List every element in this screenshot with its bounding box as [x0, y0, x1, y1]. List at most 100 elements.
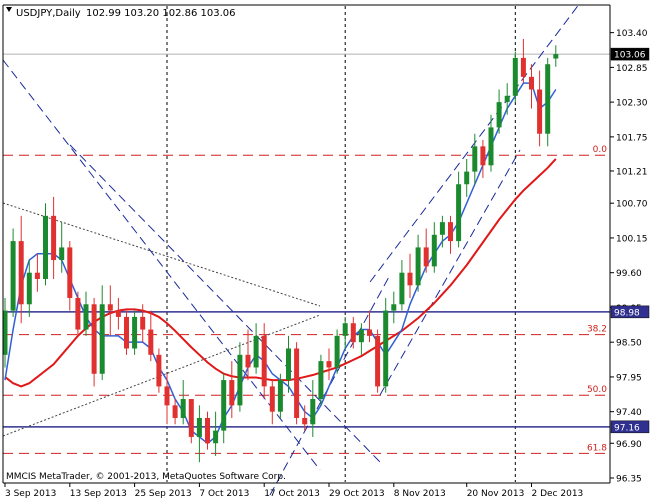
fan-line-upper[interactable] — [2, 202, 321, 307]
level-price-tag-box — [610, 420, 650, 434]
ohlc-caption: 102.99 103.20 102.86 103.06 — [86, 8, 236, 19]
bull-candle-body[interactable] — [334, 335, 340, 368]
trend-line-lower-channel[interactable] — [379, 149, 521, 396]
bear-candle-body[interactable] — [172, 405, 178, 418]
bull-candle-body[interactable] — [456, 184, 462, 242]
bull-candle-body[interactable] — [431, 234, 437, 267]
bull-candle-body[interactable] — [2, 310, 8, 355]
time-tick-label: 25 Sep 2013 — [135, 489, 192, 499]
bear-candle-body[interactable] — [480, 146, 486, 166]
bull-candle-body[interactable] — [286, 348, 291, 381]
bear-candle-body[interactable] — [375, 335, 381, 387]
bear-candle-body[interactable] — [302, 417, 308, 425]
bull-candle-body[interactable] — [488, 127, 494, 166]
caption-dropdown-icon[interactable] — [6, 7, 12, 12]
bear-candle-body[interactable] — [205, 417, 210, 444]
bear-candle-body[interactable] — [75, 297, 81, 330]
price-tick-label: 101.75 — [616, 133, 648, 143]
bull-candle-body[interactable] — [277, 380, 283, 412]
bull-candle-body[interactable] — [504, 95, 510, 103]
bull-candle-body[interactable] — [43, 215, 48, 280]
bear-candle-body[interactable] — [67, 247, 73, 298]
current-price-tag-box — [610, 47, 650, 61]
bear-candle-body[interactable] — [520, 57, 526, 77]
bull-candle-body[interactable] — [318, 361, 324, 400]
bear-candle-body[interactable] — [148, 329, 154, 355]
bull-candle-body[interactable] — [221, 380, 227, 431]
bull-candle-body[interactable] — [196, 417, 202, 437]
bull-candle-body[interactable] — [512, 57, 518, 96]
price-tick-label: 96.35 — [616, 475, 642, 485]
fibonacci-level-label: 50.0 — [587, 385, 607, 395]
bull-candle-body[interactable] — [99, 304, 105, 374]
bull-candle-body[interactable] — [213, 430, 219, 444]
fan-line-lower[interactable] — [2, 314, 321, 437]
bear-candle-body[interactable] — [156, 354, 162, 387]
bull-candle-body[interactable] — [358, 329, 364, 343]
current-price-tag-text: 103.06 — [614, 51, 646, 61]
level-price-tag-text: 98.98 — [614, 308, 640, 318]
bull-candle-body[interactable] — [237, 354, 243, 406]
bear-candle-body[interactable] — [229, 380, 235, 406]
fibonacci-level-label: 0.0 — [593, 145, 608, 155]
price-tick-label: 102.85 — [616, 64, 648, 74]
bear-candle-body[interactable] — [164, 386, 170, 406]
bull-candle-body[interactable] — [180, 399, 186, 418]
price-tag-layer: 103.06 98.98 97.16 — [610, 47, 650, 434]
bear-candle-body[interactable] — [34, 272, 40, 280]
price-tick-label: 100.70 — [616, 200, 648, 210]
bull-candle-body[interactable] — [464, 171, 470, 185]
bear-candle-body[interactable] — [107, 304, 113, 311]
bull-candle-body[interactable] — [59, 247, 65, 261]
bull-candle-body[interactable] — [553, 54, 559, 59]
bear-candle-body[interactable] — [294, 348, 300, 418]
bear-candle-body[interactable] — [245, 354, 251, 368]
bull-candle-body[interactable] — [399, 272, 405, 305]
time-tick-label: 17 Oct 2013 — [264, 489, 320, 499]
bull-candle-body[interactable] — [253, 335, 259, 368]
bear-candle-body[interactable] — [91, 304, 97, 374]
bull-candle-body[interactable] — [26, 272, 32, 305]
bull-candle-body[interactable] — [83, 304, 89, 330]
bear-candle-body[interactable] — [537, 89, 543, 134]
bear-candle-body[interactable] — [529, 76, 534, 90]
bear-candle-body[interactable] — [423, 247, 429, 267]
bull-candle-body[interactable] — [10, 241, 16, 311]
bull-candle-body[interactable] — [439, 222, 445, 235]
time-tick-label: 29 Oct 2013 — [329, 489, 385, 499]
time-axis[interactable]: 3 Sep 2013 13 Sep 2013 25 Sep 2013 7 Oct 20… — [4, 483, 583, 499]
price-tick-label: 99.60 — [616, 269, 642, 279]
time-tick-label: 7 Oct 2013 — [199, 489, 249, 499]
bear-candle-body[interactable] — [124, 316, 129, 349]
bear-candle-body[interactable] — [115, 310, 121, 317]
trendline-layer — [2, 2, 581, 496]
bear-candle-body[interactable] — [407, 272, 413, 286]
bear-candle-body[interactable] — [269, 386, 275, 412]
trend-line-down-short[interactable] — [69, 144, 381, 463]
bear-candle-body[interactable] — [326, 361, 332, 368]
bear-candle-body[interactable] — [367, 329, 372, 336]
bear-candle-body[interactable] — [448, 222, 453, 242]
bull-candle-body[interactable] — [472, 146, 478, 172]
bull-candle-body[interactable] — [342, 323, 348, 336]
bear-candle-body[interactable] — [18, 241, 24, 305]
bear-candle-body[interactable] — [51, 215, 57, 261]
bull-candle-body[interactable] — [545, 64, 551, 134]
bull-candle-body[interactable] — [415, 247, 421, 286]
bull-candle-body[interactable] — [132, 316, 138, 349]
bull-candle-body[interactable] — [496, 102, 502, 128]
bear-candle-body[interactable] — [140, 316, 146, 330]
bull-candle-body[interactable] — [383, 310, 389, 387]
bear-candle-body[interactable] — [188, 399, 194, 437]
bull-candle-body[interactable] — [391, 304, 397, 311]
symbol-caption: USDJPY,Daily — [16, 8, 81, 19]
copyright-label: MMCIS MetaTrader, © 2001-2013, MetaQuote… — [6, 472, 286, 482]
trend-line-down-long[interactable] — [2, 59, 321, 471]
price-tick-label: 96.90 — [616, 440, 642, 450]
bear-candle-body[interactable] — [261, 335, 267, 387]
bear-candle-body[interactable] — [350, 323, 356, 343]
bull-candle-body[interactable] — [310, 399, 316, 425]
price-tick-label: 97.95 — [616, 373, 642, 383]
